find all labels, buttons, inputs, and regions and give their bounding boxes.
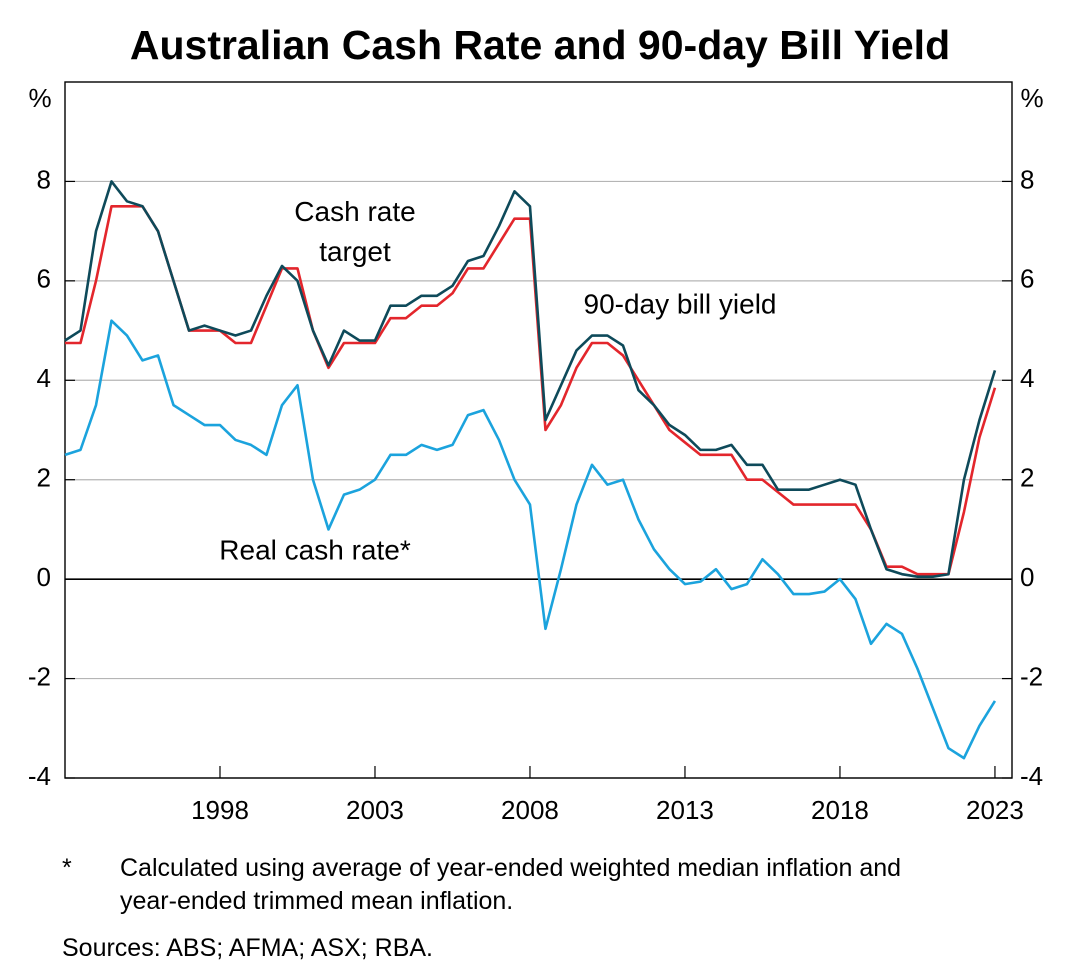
x-tick-label: 2003 <box>346 795 404 825</box>
chart: Australian Cash Rate and 90-day Bill Yie… <box>28 22 1044 825</box>
y2-tick-label: 8 <box>1020 164 1034 194</box>
chart-title: Australian Cash Rate and 90-day Bill Yie… <box>130 22 950 68</box>
notes: * Calculated using average of year-ended… <box>62 852 960 965</box>
series-line <box>65 204 997 576</box>
y2-tick-label: 6 <box>1020 264 1034 294</box>
y-tick-label: 2 <box>37 463 51 493</box>
footnote-row: * Calculated using average of year-ended… <box>62 852 960 918</box>
series-line <box>64 319 997 760</box>
y-tick-label: -2 <box>28 661 51 691</box>
y2-tick-label: 0 <box>1020 562 1034 592</box>
y-tick-label: 6 <box>37 264 51 294</box>
plot-frame <box>64 81 1013 779</box>
y2-tick-label: 2 <box>1020 463 1034 493</box>
footnote-marker: * <box>62 854 72 882</box>
series-line <box>64 180 997 578</box>
y2-axis-label: % <box>1020 83 1043 113</box>
series-label: Cash rate target <box>294 196 415 267</box>
footnote: Calculated using average of year-ended w… <box>120 854 902 915</box>
y-tick-label: 4 <box>37 363 51 393</box>
x-tick-label: 2018 <box>811 795 869 825</box>
x-tick-label: 2008 <box>501 795 559 825</box>
y-tick-label: -4 <box>28 761 51 791</box>
y-tick-label: 8 <box>37 164 51 194</box>
y2-tick-label: -2 <box>1020 661 1043 691</box>
series-label: 90-day bill yield <box>584 288 777 319</box>
y-tick-label: 0 <box>37 562 51 592</box>
x-tick-label: 2023 <box>966 795 1024 825</box>
y2-tick-label: 4 <box>1020 363 1034 393</box>
x-tick-label: 2013 <box>656 795 714 825</box>
y2-tick-label: -4 <box>1020 761 1043 791</box>
series-label: Real cash rate* <box>219 534 411 565</box>
sources: Sources: ABS; AFMA; ASX; RBA. <box>62 934 433 962</box>
y-axis-label: % <box>28 83 51 113</box>
x-tick-label: 1998 <box>191 795 249 825</box>
